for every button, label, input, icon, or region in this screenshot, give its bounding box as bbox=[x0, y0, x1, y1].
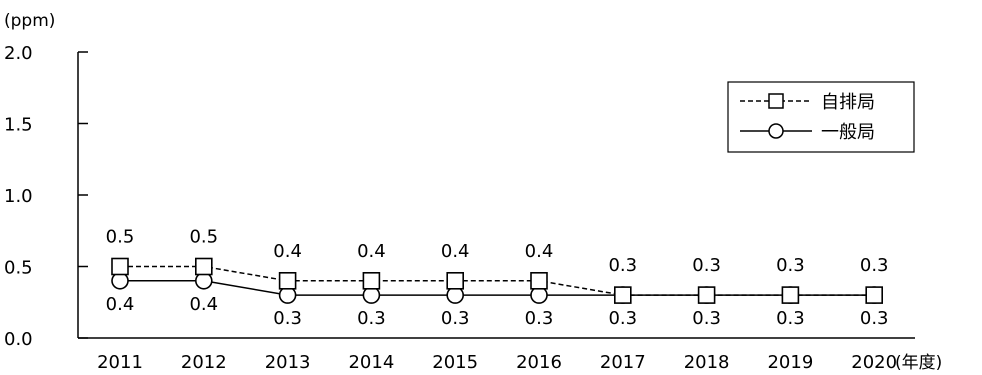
x-ticks: 2011 2012 2013 2014 2015 2016 2017 2018 2019 2020 bbox=[97, 352, 897, 373]
x-tick-label: 2017 bbox=[600, 352, 646, 373]
y-tick-label: 1.0 bbox=[4, 186, 33, 207]
data-label: 0.3 bbox=[608, 255, 637, 276]
data-label: 0.5 bbox=[106, 227, 135, 248]
x-tick-label: 2015 bbox=[432, 352, 478, 373]
legend-marker-circle bbox=[768, 123, 784, 139]
data-label: 0.5 bbox=[189, 227, 218, 248]
y-tick-label: 0.0 bbox=[4, 329, 33, 350]
x-tick-label: 2012 bbox=[181, 352, 227, 373]
marker-square bbox=[278, 271, 297, 290]
x-tick-label: 2020 bbox=[851, 352, 897, 373]
data-label: 0.4 bbox=[106, 294, 135, 315]
data-label: 0.4 bbox=[189, 294, 218, 315]
y-ticks: 0.0 0.5 1.0 1.5 2.0 bbox=[4, 43, 88, 350]
series-markers bbox=[111, 257, 884, 304]
marker-square bbox=[111, 257, 129, 276]
data-label: 0.3 bbox=[692, 308, 721, 329]
legend: 自排局 一般局 bbox=[727, 81, 915, 153]
marker-square bbox=[362, 271, 381, 290]
data-label: 0.3 bbox=[357, 308, 386, 329]
data-label: 0.4 bbox=[357, 241, 386, 262]
series-line-0 bbox=[120, 265, 875, 296]
marker-square bbox=[781, 286, 800, 304]
marker-square bbox=[613, 286, 632, 304]
data-label: 0.3 bbox=[776, 308, 805, 329]
legend-box bbox=[727, 81, 915, 153]
marker-square bbox=[195, 257, 213, 276]
y-tick-label: 2.0 bbox=[4, 43, 33, 64]
x-tick-label: 2019 bbox=[767, 352, 813, 373]
data-label: 0.3 bbox=[776, 255, 805, 276]
series-line-1 bbox=[120, 280, 875, 296]
legend-marker-square bbox=[768, 93, 784, 109]
x-unit-label: (年度) bbox=[895, 353, 942, 373]
data-label: 0.3 bbox=[441, 308, 470, 329]
x-tick-label: 2016 bbox=[516, 352, 562, 373]
series-lines bbox=[120, 265, 875, 296]
data-label: 0.4 bbox=[441, 241, 470, 262]
y-tick-label: 1.5 bbox=[4, 115, 33, 136]
data-label: 0.3 bbox=[860, 255, 889, 276]
data-label: 0.3 bbox=[860, 308, 889, 329]
data-label: 0.3 bbox=[273, 308, 302, 329]
data-label: 0.4 bbox=[525, 241, 554, 262]
x-tick-label: 2013 bbox=[265, 352, 311, 373]
marker-square bbox=[530, 271, 548, 290]
x-tick-label: 2018 bbox=[684, 352, 730, 373]
x-tick-label: 2011 bbox=[97, 352, 143, 373]
data-label: 0.4 bbox=[273, 241, 302, 262]
marker-square bbox=[446, 271, 465, 290]
marker-square bbox=[697, 286, 716, 304]
data-label: 0.3 bbox=[692, 255, 721, 276]
marker-square bbox=[865, 286, 884, 304]
data-labels: 0.5 0.5 0.4 0.4 0.4 0.4 0.3 0.3 0.3 0.3 0.4 0.4 0.3 0… bbox=[106, 227, 889, 330]
legend-label-ippan: 一般局 bbox=[821, 122, 875, 143]
y-unit-label: (ppm) bbox=[4, 11, 55, 31]
data-label: 0.3 bbox=[608, 308, 637, 329]
legend-label-jihai: 自排局 bbox=[821, 92, 875, 113]
data-label: 0.3 bbox=[525, 308, 554, 329]
x-tick-label: 2014 bbox=[348, 352, 394, 373]
y-tick-label: 0.5 bbox=[4, 258, 33, 279]
